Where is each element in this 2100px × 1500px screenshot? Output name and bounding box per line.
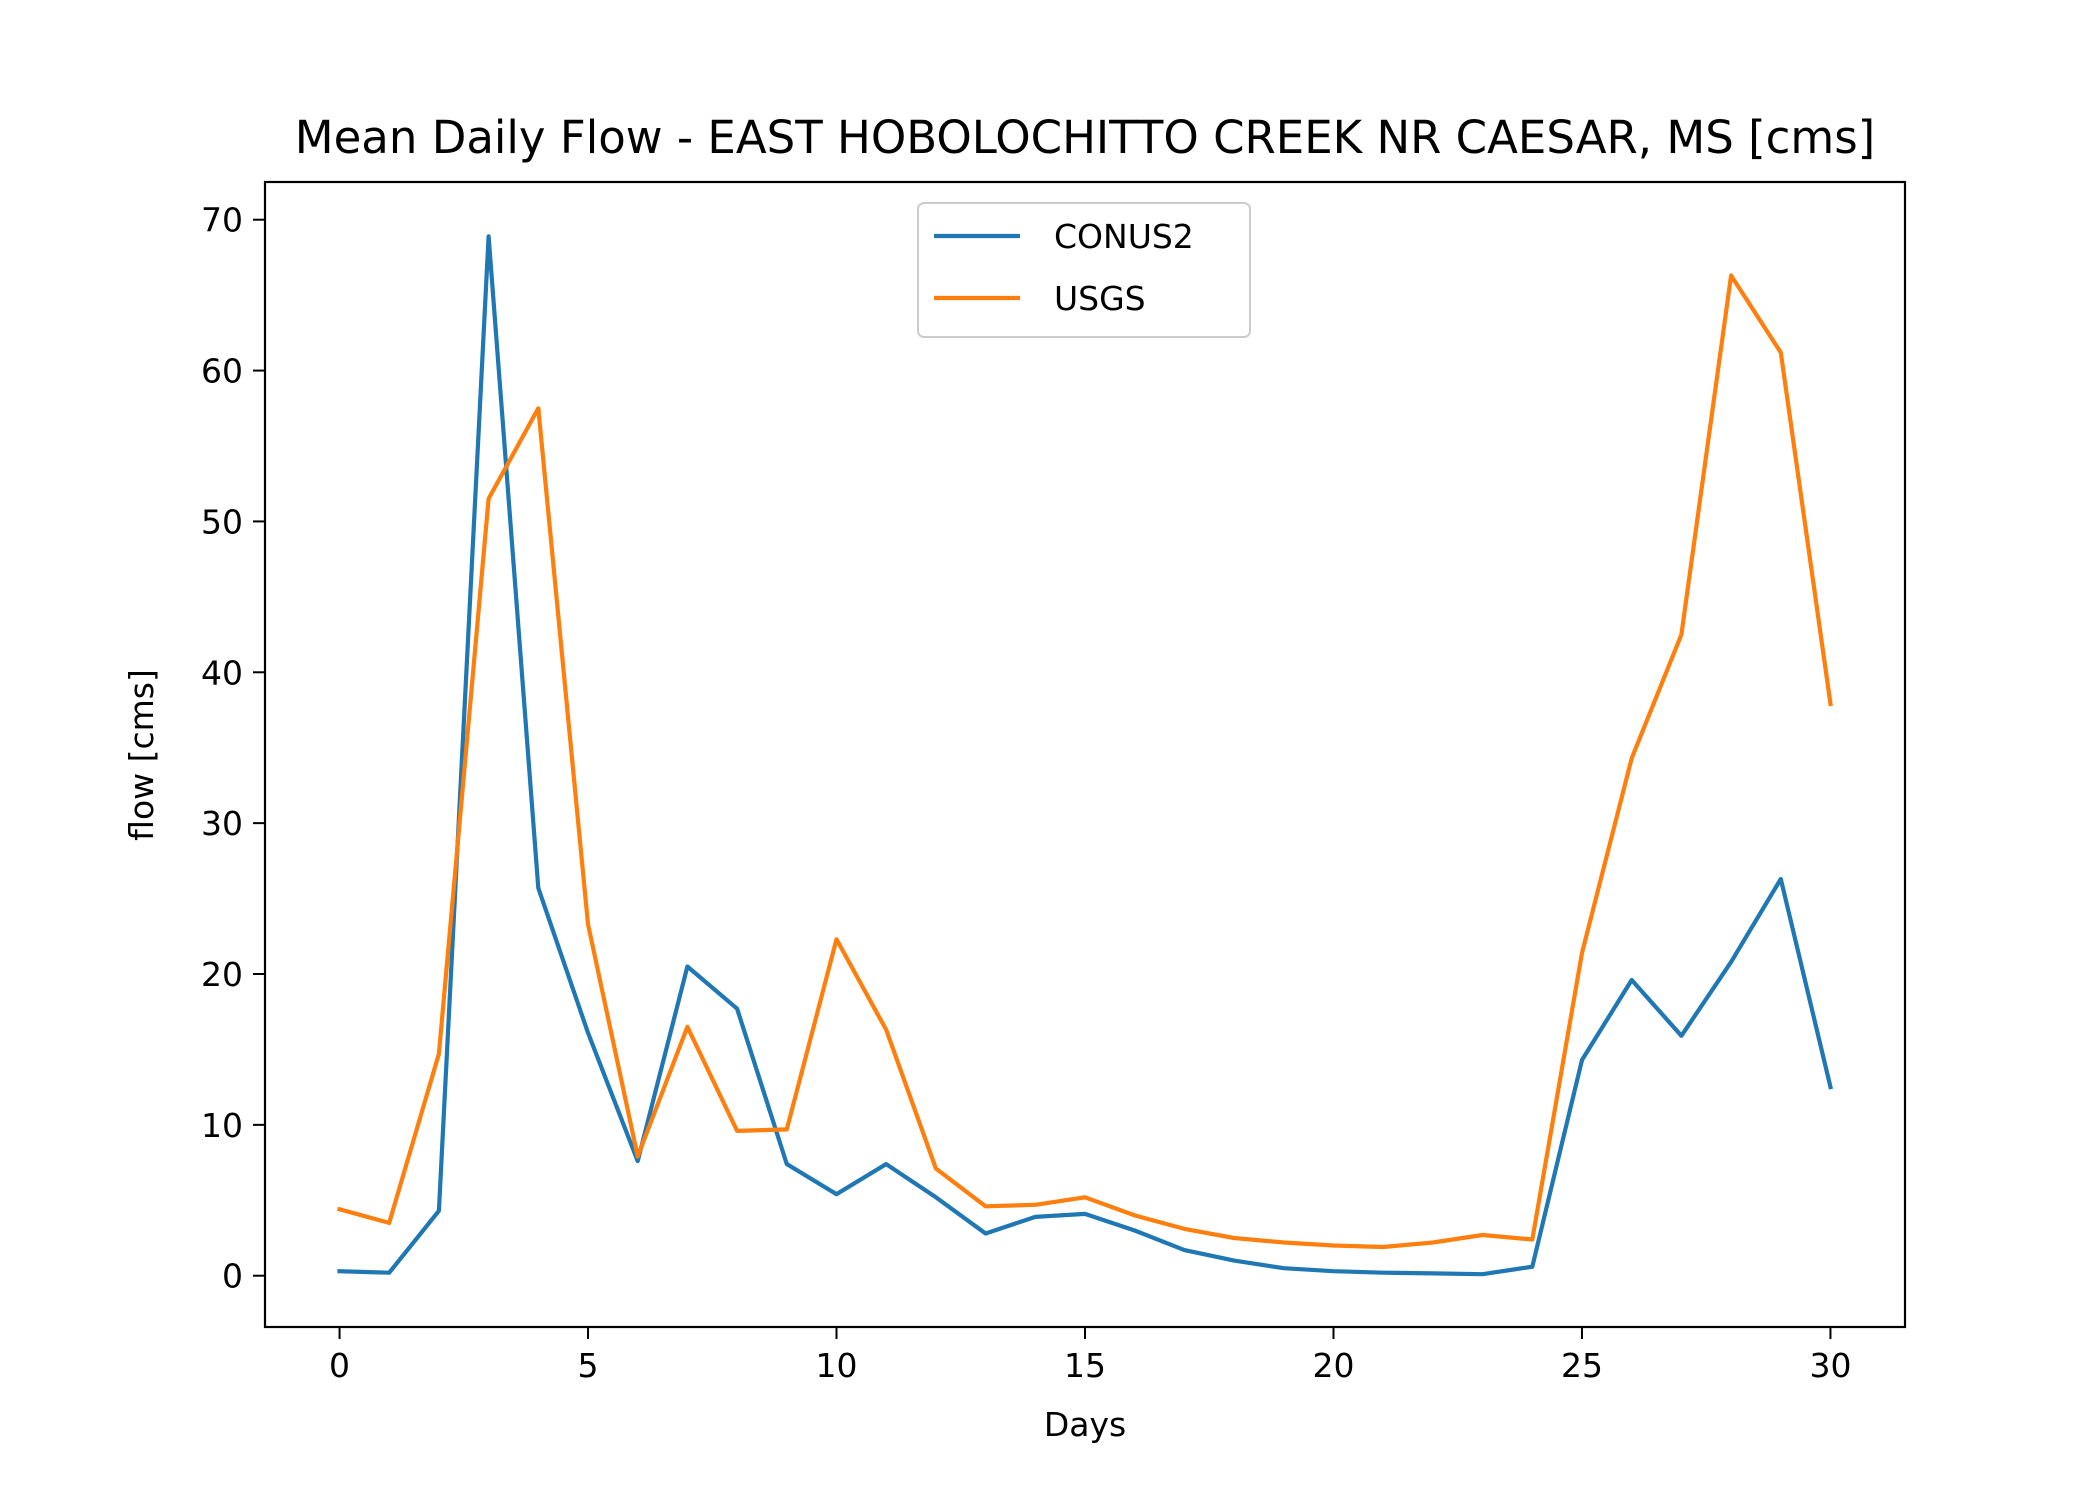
y-axis-label: flow [cms] [122,669,161,841]
series-line-usgs [336,273,1833,1250]
y-tick-label: 60 [201,352,243,391]
y-tick-label: 50 [201,502,243,541]
x-tick-label: 10 [816,1346,858,1385]
chart-title: Mean Daily Flow - EAST HOBOLOCHITTO CREE… [295,111,1875,164]
legend-label-conus2: CONUS2 [1054,217,1194,256]
x-tick-label: 20 [1312,1346,1354,1385]
y-tick-label: 40 [201,653,243,692]
x-axis-label: Days [1044,1405,1126,1444]
x-tick-label: 25 [1561,1346,1603,1385]
legend-label-usgs: USGS [1054,279,1146,318]
x-tick-label: 30 [1809,1346,1851,1385]
x-tick-label: 15 [1064,1346,1106,1385]
legend: CONUS2 USGS [917,202,1251,338]
plot-area: 0 5 10 15 20 25 30 0 10 20 30 40 50 60 70 [201,180,1907,1385]
y-tick-label: 10 [201,1106,243,1145]
y-tick-label: 0 [222,1257,243,1296]
series-line-conus2 [337,234,1834,1277]
y-tick-label: 70 [201,201,243,240]
x-tick-label: 5 [578,1346,599,1385]
y-tick-label: 20 [201,955,243,994]
x-tick-label: 0 [329,1346,350,1385]
y-tick-label: 30 [201,804,243,843]
